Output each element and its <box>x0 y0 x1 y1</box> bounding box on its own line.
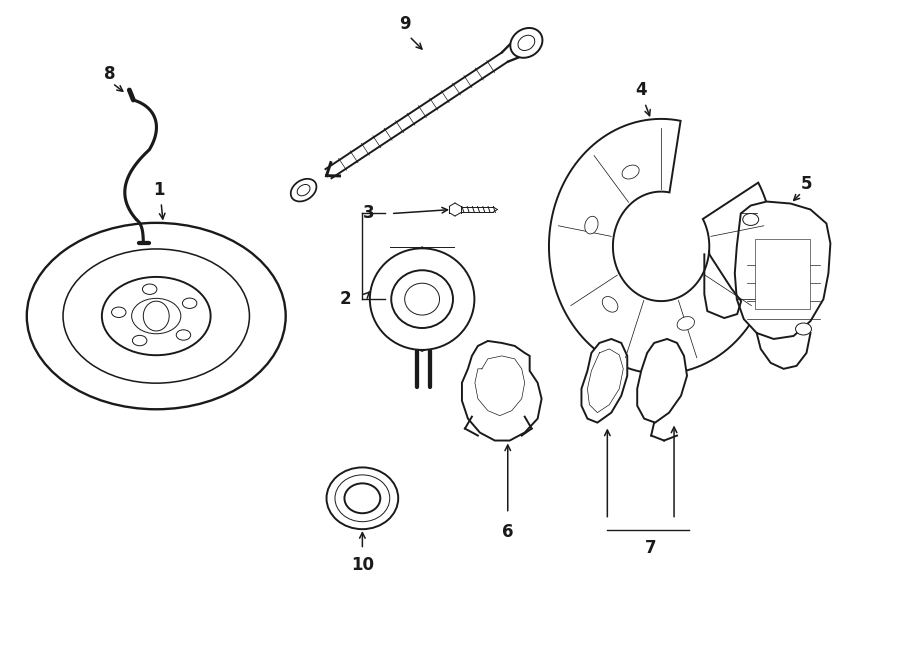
Ellipse shape <box>131 298 181 334</box>
Text: 9: 9 <box>400 15 411 33</box>
Ellipse shape <box>622 165 639 179</box>
Polygon shape <box>734 202 831 339</box>
Text: 1: 1 <box>154 180 165 198</box>
Text: 10: 10 <box>351 556 374 574</box>
Ellipse shape <box>327 467 398 529</box>
Text: 5: 5 <box>801 175 812 192</box>
Text: 2: 2 <box>339 290 351 308</box>
Ellipse shape <box>63 249 249 383</box>
Ellipse shape <box>510 28 543 58</box>
Ellipse shape <box>291 179 317 202</box>
Ellipse shape <box>112 307 126 317</box>
Polygon shape <box>581 339 627 422</box>
Polygon shape <box>370 247 474 351</box>
Ellipse shape <box>297 184 310 196</box>
Ellipse shape <box>142 284 157 294</box>
Ellipse shape <box>405 283 439 315</box>
Ellipse shape <box>143 301 169 331</box>
Ellipse shape <box>742 214 759 225</box>
Text: 4: 4 <box>635 81 647 99</box>
Ellipse shape <box>176 330 191 340</box>
Text: 3: 3 <box>363 204 374 223</box>
Polygon shape <box>637 339 687 422</box>
Polygon shape <box>755 239 811 309</box>
Ellipse shape <box>602 297 618 312</box>
Ellipse shape <box>796 323 812 335</box>
Ellipse shape <box>370 249 474 350</box>
Ellipse shape <box>585 216 598 234</box>
Ellipse shape <box>345 483 381 513</box>
Ellipse shape <box>102 277 211 355</box>
Polygon shape <box>549 119 773 374</box>
Ellipse shape <box>27 223 285 409</box>
Polygon shape <box>462 341 542 440</box>
Text: 6: 6 <box>502 523 514 541</box>
Ellipse shape <box>335 475 390 522</box>
Ellipse shape <box>518 35 535 50</box>
Ellipse shape <box>392 270 453 328</box>
Ellipse shape <box>183 298 197 309</box>
Text: 7: 7 <box>645 539 657 557</box>
Ellipse shape <box>132 335 147 346</box>
Ellipse shape <box>677 317 695 330</box>
Text: 8: 8 <box>104 65 115 83</box>
